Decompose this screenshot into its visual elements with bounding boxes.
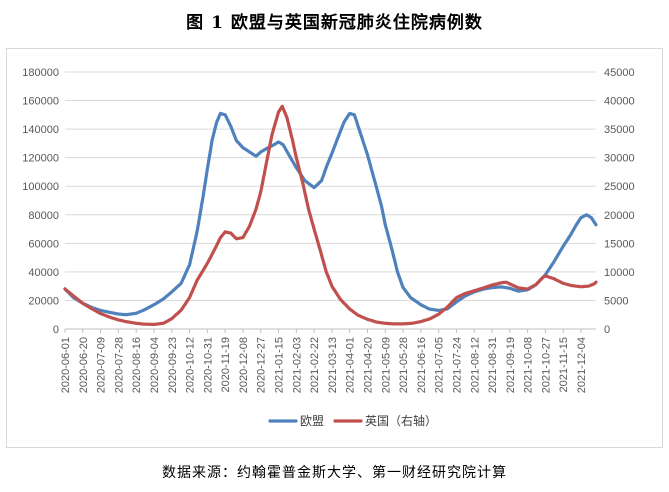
x-tick-label: 2021-02-22 xyxy=(309,337,321,393)
data-source-note: 数据来源：约翰霍普金斯大学、第一财经研究院计算 xyxy=(162,465,507,481)
y-right-tick-label: 35000 xyxy=(604,124,635,136)
y-right-tick-label: 5000 xyxy=(604,295,628,307)
x-tick-label: 2021-04-20 xyxy=(362,337,374,393)
figure-title: 图 1 欧盟与英国新冠肺炎住院病例数 xyxy=(186,13,483,33)
x-tick-label: 2021-02-03 xyxy=(291,337,303,393)
line-chart: 0200004000060000800001000001200001400001… xyxy=(22,67,635,428)
y-left-tick-label: 0 xyxy=(53,324,59,336)
y-left-tick-label: 100000 xyxy=(22,181,59,193)
x-tick-label: 2020-08-16 xyxy=(131,337,143,393)
legend-label: 英国（右轴） xyxy=(365,413,437,428)
x-tick-label: 2020-11-19 xyxy=(220,337,232,392)
y-right-tick-label: 20000 xyxy=(604,210,635,222)
x-tick-label: 2020-12-08 xyxy=(238,337,250,393)
x-tick-label: 2021-11-15 xyxy=(558,337,570,392)
y-right-tick-label: 25000 xyxy=(604,181,635,193)
y-left-tick-label: 20000 xyxy=(28,295,59,307)
x-tick-label: 2021-06-16 xyxy=(416,337,428,393)
x-tick-label: 2020-10-12 xyxy=(185,337,197,393)
x-tick-label: 2020-12-27 xyxy=(256,337,268,393)
y-right-tick-label: 0 xyxy=(604,324,610,336)
x-tick-label: 2020-07-09 xyxy=(96,337,108,393)
x-tick-label: 2021-03-13 xyxy=(327,337,339,393)
y-left-tick-label: 120000 xyxy=(22,153,59,165)
x-tick-label: 2021-04-01 xyxy=(345,337,357,393)
x-tick-label: 2021-08-31 xyxy=(487,337,499,393)
y-right-tick-label: 10000 xyxy=(604,267,635,279)
x-tick-label: 2021-05-09 xyxy=(380,337,392,393)
x-tick-label: 2021-08-12 xyxy=(469,337,481,393)
y-left-tick-label: 60000 xyxy=(28,238,59,250)
series-line-eu xyxy=(63,111,598,317)
series-line-uk xyxy=(63,104,598,326)
y-right-tick-label: 30000 xyxy=(604,153,635,165)
x-tick-label: 2021-01-15 xyxy=(274,337,286,393)
x-tick-label: 2020-09-04 xyxy=(149,337,161,393)
x-tick-label: 2020-06-20 xyxy=(78,337,90,393)
x-tick-label: 2020-07-28 xyxy=(113,337,125,393)
y-left-tick-label: 40000 xyxy=(28,267,59,279)
y-left-tick-label: 180000 xyxy=(22,67,59,79)
x-tick-label: 2020-10-31 xyxy=(202,337,214,393)
y-left-tick-label: 140000 xyxy=(22,124,59,136)
x-tick-label: 2021-09-19 xyxy=(505,337,517,393)
x-tick-label: 2020-06-01 xyxy=(60,337,72,393)
legend-label: 欧盟 xyxy=(300,414,324,428)
y-right-tick-label: 45000 xyxy=(604,67,635,79)
y-left-tick-label: 160000 xyxy=(22,96,59,108)
x-tick-label: 2021-07-05 xyxy=(434,337,446,393)
chart-area: 0 20000 40000 60000 80000 100000 120000 140000 1… xyxy=(6,48,663,448)
x-tick-label: 2021-07-24 xyxy=(451,337,463,393)
x-tick-label: 2021-05-28 xyxy=(398,337,410,393)
x-tick-label: 2021-10-27 xyxy=(540,337,552,393)
x-tick-label: 2021-12-04 xyxy=(576,337,588,393)
y-left-tick-label: 80000 xyxy=(28,210,59,222)
y-right-tick-label: 40000 xyxy=(604,96,635,108)
x-tick-label: 2021-10-08 xyxy=(523,337,535,393)
x-tick-label: 2020-09-23 xyxy=(167,337,179,393)
y-right-tick-label: 15000 xyxy=(604,238,635,250)
